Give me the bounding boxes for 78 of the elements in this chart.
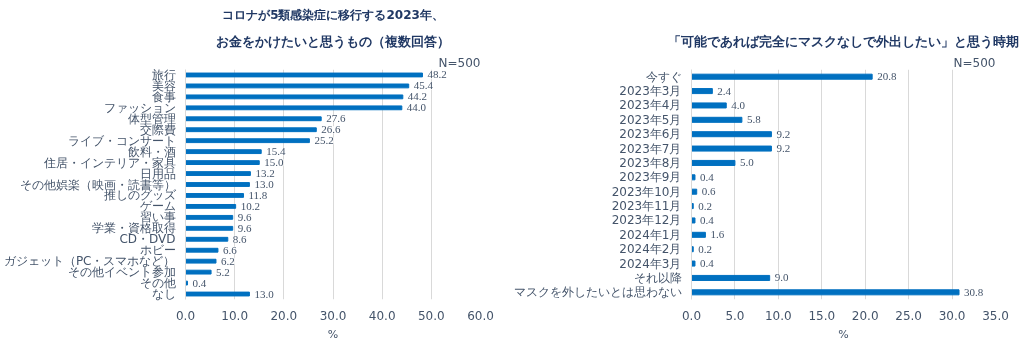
data-label: 0.4	[699, 213, 715, 226]
y-tick-label: 2023年4月	[619, 98, 682, 113]
data-label: 11.8	[248, 188, 268, 201]
data-label: 6.6	[222, 243, 238, 256]
data-label: 5.0	[739, 156, 755, 169]
x-tick-label: 10.0	[765, 308, 792, 323]
x-tick-label: 15.0	[808, 308, 836, 323]
y-tick-label: 2023年7月	[619, 141, 682, 156]
data-label: 0.4	[699, 170, 715, 183]
data-label: 9.2	[776, 142, 791, 155]
data-label: 9.0	[774, 271, 789, 284]
data-label: 9.6	[237, 221, 252, 234]
chart-title: 「可能であれば完全にマスクなしで外出したい」と思う時期	[668, 33, 1019, 49]
data-label: 4.0	[731, 98, 746, 111]
data-label: 30.8	[964, 285, 984, 298]
data-label: 0.6	[701, 185, 716, 198]
y-tick-label: 2023年6月	[619, 127, 682, 142]
data-label: 5.8	[746, 113, 762, 126]
x-tick-label: 25.0	[895, 308, 922, 323]
data-label: 25.2	[314, 134, 334, 147]
chart-title: お金をかけたいと思うもの（複数回答）	[216, 33, 450, 49]
data-label: 44.0	[406, 101, 427, 114]
y-tick-label: 2023年10月	[611, 184, 682, 199]
data-label: 45.4	[413, 79, 434, 92]
x-tick-label: 30.0	[319, 308, 347, 323]
data-label: 20.8	[877, 70, 897, 83]
y-tick-label: なし	[151, 287, 176, 302]
annotation: N=500	[953, 55, 996, 70]
x-tick-label: 35.0	[982, 308, 1009, 323]
data-label: 15.0	[264, 156, 284, 169]
x-tick-label: 20.0	[851, 308, 879, 323]
data-label: 8.6	[232, 232, 248, 245]
data-label: 5.2	[216, 265, 230, 278]
x-tick-label: 30.0	[938, 308, 966, 323]
y-tick-label: それ以降	[633, 270, 682, 285]
data-label: 27.6	[326, 112, 346, 125]
chart-subtitle: コロナが5類感染症に移行する2023年、	[222, 7, 444, 22]
data-label: 26.6	[321, 123, 342, 136]
data-label: 10.2	[240, 199, 260, 212]
data-label: 13.0	[254, 178, 275, 190]
data-label: 13.2	[255, 167, 275, 180]
data-label: 6.2	[220, 254, 235, 267]
data-label: 0.4	[699, 257, 715, 270]
y-tick-label: 2023年12月	[611, 213, 682, 228]
y-tick-label: 2024年3月	[619, 256, 682, 271]
x-axis-title: %	[838, 327, 849, 341]
data-label: 44.2	[407, 90, 428, 103]
y-tick-label: 2023年3月	[619, 84, 682, 99]
x-tick-label: 20.0	[270, 308, 298, 323]
y-tick-label: 2023年11月	[611, 199, 682, 214]
data-label: 48.2	[427, 68, 447, 81]
y-tick-label: 旅行	[151, 67, 176, 82]
data-label: 9.2	[776, 127, 791, 140]
y-tick-label: 2024年1月	[619, 227, 682, 242]
y-tick-label: 2023年5月	[619, 112, 682, 127]
data-label: 0.2	[698, 242, 712, 255]
y-tick-label: 2023年8月	[619, 155, 682, 170]
data-label: 1.6	[710, 228, 725, 241]
x-tick-label: 0.0	[681, 308, 702, 323]
y-tick-label: ホビー	[139, 243, 176, 258]
x-tick-label: 50.0	[417, 308, 445, 323]
y-tick-label: 2024年2月	[619, 242, 682, 257]
y-tick-label: マスクを外したいとは思わない	[513, 285, 682, 300]
data-label: 0.4	[192, 276, 207, 289]
data-label: 0.2	[698, 199, 712, 212]
data-label: 2.4	[717, 84, 732, 97]
data-label: 13.0	[254, 287, 275, 300]
annotation: N=500	[438, 55, 481, 70]
x-tick-label: 10.0	[221, 308, 249, 323]
y-tick-label: 2023年9月	[619, 170, 682, 185]
y-tick-label: 今すぐ	[645, 69, 682, 84]
x-tick-label: 0.0	[175, 308, 196, 323]
x-axis-title: %	[327, 327, 339, 341]
data-label: 9.6	[237, 210, 252, 223]
x-tick-label: 40.0	[368, 308, 396, 323]
data-label: 15.4	[266, 145, 286, 158]
x-tick-label: 5.0	[725, 308, 745, 323]
x-tick-label: 60.0	[467, 308, 494, 323]
